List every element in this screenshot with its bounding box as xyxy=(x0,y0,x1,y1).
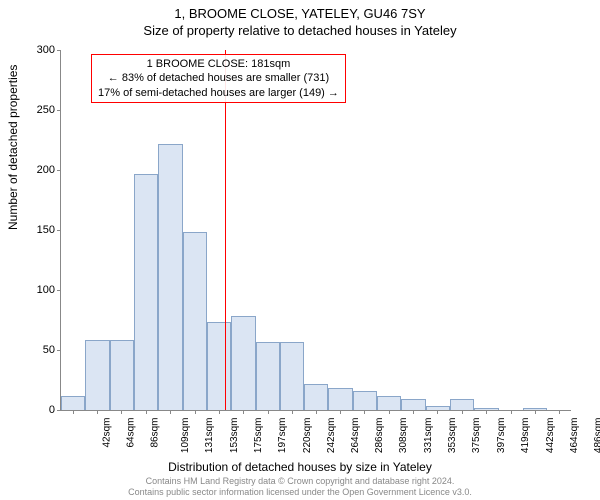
x-tick-label: 64sqm xyxy=(126,418,137,448)
x-tick-label: 153sqm xyxy=(229,418,240,454)
x-tick-mark xyxy=(243,410,244,414)
x-tick-label: 331sqm xyxy=(423,418,434,454)
x-tick-label: 109sqm xyxy=(180,418,191,454)
x-tick-mark xyxy=(364,410,365,414)
x-tick-label: 264sqm xyxy=(350,418,361,454)
x-tick-label: 131sqm xyxy=(205,418,216,454)
annotation-line: ← 83% of detached houses are smaller (73… xyxy=(98,71,339,85)
histogram-bar xyxy=(353,391,377,410)
y-axis-label: Number of detached properties xyxy=(6,65,20,230)
x-tick-label: 242sqm xyxy=(326,418,337,454)
histogram-bar xyxy=(61,396,85,410)
x-tick-label: 175sqm xyxy=(253,418,264,454)
annotation-box: 1 BROOME CLOSE: 181sqm ← 83% of detached… xyxy=(91,54,346,103)
histogram-bar xyxy=(474,408,498,410)
x-tick-mark xyxy=(121,410,122,414)
title-main: 1, BROOME CLOSE, YATELEY, GU46 7SY xyxy=(0,0,600,21)
x-tick-label: 220sqm xyxy=(302,418,313,454)
y-tick-mark xyxy=(57,410,61,411)
annotation-line: 1 BROOME CLOSE: 181sqm xyxy=(98,57,339,71)
y-tick-mark xyxy=(57,50,61,51)
histogram-bar xyxy=(523,408,547,410)
x-tick-mark xyxy=(292,410,293,414)
chart-container: 1, BROOME CLOSE, YATELEY, GU46 7SY Size … xyxy=(0,0,600,500)
x-tick-mark xyxy=(535,410,536,414)
x-tick-label: 86sqm xyxy=(150,418,161,448)
x-tick-mark xyxy=(146,410,147,414)
histogram-bar xyxy=(256,342,280,410)
y-tick-mark xyxy=(57,290,61,291)
footer: Contains HM Land Registry data © Crown c… xyxy=(0,476,600,498)
x-tick-label: 353sqm xyxy=(447,418,458,454)
x-tick-label: 397sqm xyxy=(496,418,507,454)
x-tick-mark xyxy=(511,410,512,414)
x-tick-mark xyxy=(413,410,414,414)
x-tick-label: 419sqm xyxy=(520,418,531,454)
histogram-bar xyxy=(426,406,450,410)
x-tick-label: 42sqm xyxy=(102,418,113,448)
histogram-bar xyxy=(377,396,401,410)
y-tick-mark xyxy=(57,110,61,111)
x-tick-mark xyxy=(195,410,196,414)
footer-line: Contains public sector information licen… xyxy=(0,487,600,498)
x-tick-label: 197sqm xyxy=(277,418,288,454)
x-axis-label: Distribution of detached houses by size … xyxy=(0,460,600,474)
x-tick-mark xyxy=(389,410,390,414)
x-tick-mark xyxy=(559,410,560,414)
histogram-bar xyxy=(304,384,328,410)
x-tick-label: 464sqm xyxy=(569,418,580,454)
x-tick-label: 286sqm xyxy=(374,418,385,454)
x-tick-mark xyxy=(316,410,317,414)
histogram-bar xyxy=(183,232,207,410)
histogram-bar xyxy=(110,340,134,410)
x-tick-label: 375sqm xyxy=(472,418,483,454)
x-tick-label: 308sqm xyxy=(398,418,409,454)
histogram-bar xyxy=(231,316,255,410)
x-tick-mark xyxy=(170,410,171,414)
plot-area: 05010015020025030042sqm64sqm86sqm109sqm1… xyxy=(60,50,571,411)
histogram-bar xyxy=(207,322,231,410)
y-tick-mark xyxy=(57,230,61,231)
x-tick-mark xyxy=(486,410,487,414)
x-tick-mark xyxy=(97,410,98,414)
y-tick-mark xyxy=(57,170,61,171)
x-tick-mark xyxy=(437,410,438,414)
title-sub: Size of property relative to detached ho… xyxy=(0,21,600,38)
x-tick-mark xyxy=(219,410,220,414)
x-tick-mark xyxy=(462,410,463,414)
histogram-bar xyxy=(280,342,304,410)
x-tick-mark xyxy=(73,410,74,414)
x-tick-label: 442sqm xyxy=(545,418,556,454)
footer-line: Contains HM Land Registry data © Crown c… xyxy=(0,476,600,487)
y-tick-mark xyxy=(57,350,61,351)
marker-line xyxy=(225,50,226,410)
annotation-line: 17% of semi-detached houses are larger (… xyxy=(98,86,339,100)
histogram-bar xyxy=(401,399,425,410)
histogram-bar xyxy=(328,388,352,410)
histogram-bar xyxy=(450,399,474,410)
x-tick-mark xyxy=(340,410,341,414)
x-tick-label: 486sqm xyxy=(593,418,600,454)
histogram-bar xyxy=(134,174,158,410)
histogram-bar xyxy=(85,340,109,410)
histogram-bar xyxy=(158,144,182,410)
x-tick-mark xyxy=(268,410,269,414)
